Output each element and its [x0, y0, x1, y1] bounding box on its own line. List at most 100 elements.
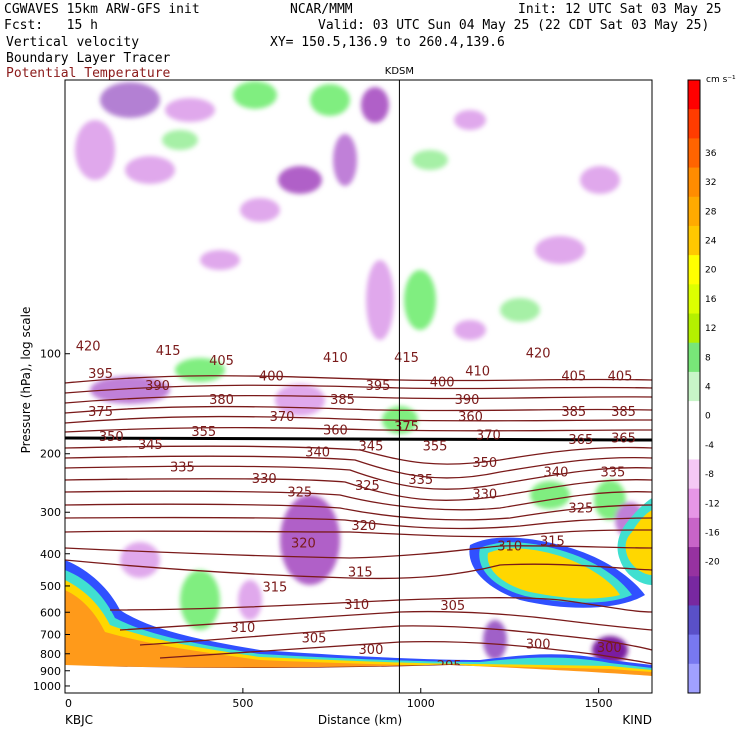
x-tick-label: 1000	[407, 697, 435, 710]
colorbar-swatch	[688, 488, 700, 519]
y-tick-label: 600	[40, 606, 61, 619]
theta-contour-label: 335	[408, 473, 433, 488]
station-marker-label: KDSM	[385, 66, 414, 77]
theta-contour-label: 345	[138, 438, 163, 453]
forecast-hour: Fcst: 15 h	[4, 18, 98, 33]
theta-contour-label: 385	[611, 405, 636, 420]
y-tick-label: 400	[40, 548, 61, 561]
theta-contour-label: 395	[366, 379, 391, 394]
theta-contour-label: 420	[76, 339, 101, 354]
theta-contour-label: 335	[170, 460, 195, 475]
field-potential-temperature: Potential Temperature	[6, 66, 171, 81]
theta-contour-label: 420	[526, 347, 551, 362]
theta-contour-label: 300	[359, 643, 384, 658]
colorbar-label: 24	[705, 237, 717, 247]
theta-contour-label: 400	[259, 369, 284, 384]
colorbar-label: -16	[705, 528, 720, 538]
theta-contour-label: 390	[455, 393, 480, 408]
colorbar-label: -20	[705, 558, 720, 568]
x-tick-label: 0	[65, 697, 72, 710]
y-tick-label: 300	[40, 506, 61, 519]
model-title: CGWAVES 15km ARW-GFS init	[4, 2, 200, 17]
colorbar-label: 36	[705, 149, 717, 159]
colorbar-label: -8	[705, 470, 714, 480]
y-tick-label: 500	[40, 580, 61, 593]
left-station-label: KBJC	[65, 713, 93, 727]
theta-contour-label: 375	[394, 420, 419, 435]
theta-contour-label: 405	[561, 369, 586, 384]
theta-contour-label: 395	[88, 367, 113, 382]
colorbar-label: 0	[705, 412, 711, 422]
colorbar-unit: cm s⁻¹	[706, 75, 736, 85]
init-time: Init: 12 UTC Sat 03 May 25	[518, 2, 722, 17]
valid-time: Valid: 03 UTC Sun 04 May 25 (22 CDT Sat …	[318, 18, 710, 33]
colorbar-label: 12	[705, 324, 716, 334]
theta-contour-label: 325	[568, 501, 593, 516]
y-tick-label: 800	[40, 648, 61, 661]
theta-contour-label: 405	[608, 369, 633, 384]
x-axis-label: Distance (km)	[318, 713, 402, 727]
boundary-layer-tracer-field	[65, 498, 652, 693]
colorbar-swatch	[688, 547, 700, 577]
theta-contour-label: 310	[230, 621, 255, 636]
colorbar-swatch	[688, 459, 700, 490]
colorbar-frame	[687, 79, 701, 694]
theta-contour-label: 345	[359, 439, 384, 454]
potential-temperature-contours	[65, 375, 652, 679]
field-vertical-velocity: Vertical velocity	[6, 35, 140, 50]
theta-contour-label: 400	[430, 375, 455, 390]
theta-contour-label: 315	[348, 565, 373, 580]
colorbar: 36 32 28 24 20 16 12 8 4 0 -4 -8 -12 -16 -20	[687, 79, 720, 694]
theta-contour-label: 305	[302, 632, 327, 647]
y-tick-label: 200	[40, 448, 61, 461]
theta-contour-label: 355	[423, 439, 448, 454]
y-tick-label: 900	[40, 665, 61, 678]
colorbar-swatch	[688, 255, 700, 285]
theta-contour-label: 315	[262, 580, 287, 595]
colorbar-swatch	[688, 225, 700, 256]
vertical-velocity-field	[75, 81, 645, 664]
axes: 0 500 1000 1500 100 200 300 400 500 600 700 800 900 1…	[33, 348, 613, 710]
colorbar-swatch	[688, 371, 700, 402]
theta-contour-label: 365	[568, 433, 593, 448]
theta-contour-label: 360	[458, 410, 483, 425]
y-axis-label: Pressure (hPa), log scale	[19, 307, 33, 454]
y-tick-label: 700	[40, 628, 61, 641]
colorbar-swatch	[688, 517, 700, 548]
theta-contour-label: 325	[287, 486, 312, 501]
colorbar-swatch	[688, 342, 700, 373]
x-tick-label: 1500	[585, 697, 613, 710]
colorbar-swatch	[688, 196, 700, 227]
theta-contour-label: 370	[270, 410, 295, 425]
colorbar-swatch	[688, 167, 700, 198]
theta-contour-label: 310	[344, 598, 369, 613]
theta-contour-label: 360	[323, 423, 348, 438]
colorbar-swatch	[688, 430, 700, 460]
colorbar-label: 4	[705, 383, 711, 393]
y-tick-label: 100	[40, 348, 61, 361]
theta-contour-label: 330	[252, 472, 277, 487]
theta-contour-label: 385	[330, 393, 355, 408]
colorbar-label: -4	[705, 441, 714, 451]
colorbar-swatch	[688, 605, 700, 636]
colorbar-swatch	[688, 576, 700, 606]
theta-contour-label: 340	[544, 466, 569, 481]
plot-frame	[64, 79, 653, 694]
theta-contour-label: 380	[209, 393, 234, 408]
theta-contour-label: 390	[145, 379, 170, 394]
theta-contour-label: 415	[394, 351, 419, 366]
colorbar-label: -12	[705, 499, 720, 509]
theta-contour-label: 385	[561, 405, 586, 420]
theta-contour-label: 410	[323, 351, 348, 366]
theta-contour-label: 300	[526, 637, 551, 652]
theta-contour-label: 300	[597, 641, 622, 656]
y-tick-label: 1000	[33, 680, 61, 693]
x-tick-label: 500	[232, 697, 253, 710]
theta-contour-label: 340	[305, 445, 330, 460]
colorbar-swatch	[688, 138, 700, 169]
theta-contour-label: 325	[355, 479, 380, 494]
theta-contour-label: 350	[99, 430, 124, 445]
colorbar-label: 20	[705, 266, 717, 276]
theta-contour-label: 310	[497, 539, 522, 554]
